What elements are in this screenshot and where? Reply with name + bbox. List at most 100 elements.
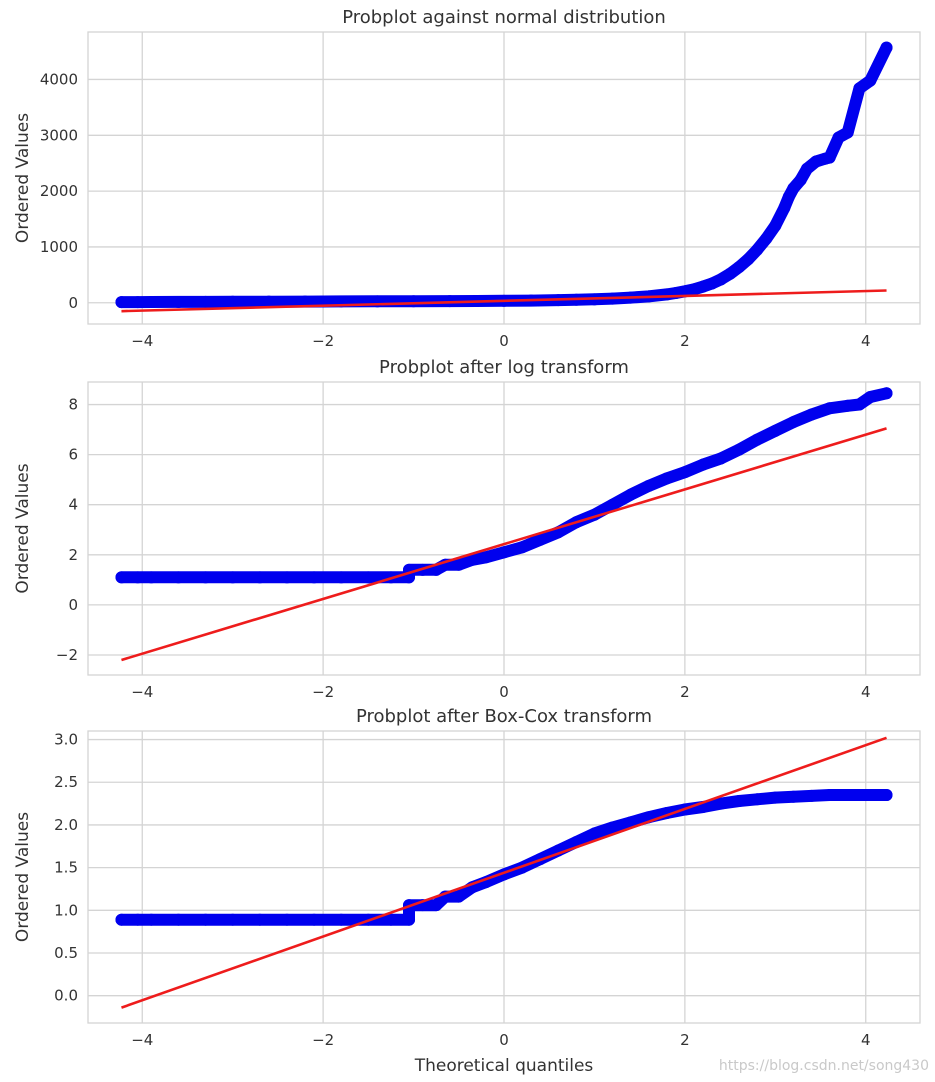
data-point (299, 295, 312, 308)
fit-line (121, 289, 887, 313)
data-point (678, 285, 691, 298)
data-point (115, 913, 128, 926)
y-tick-label: 1.0 (54, 901, 78, 919)
data-point (751, 793, 764, 806)
data-point (864, 391, 877, 404)
data-point (145, 913, 158, 926)
data-point (853, 398, 866, 411)
y-tick-label: 1000 (40, 238, 78, 256)
chart-title: Probplot against normal distribution (342, 7, 666, 28)
y-tick-label: 2.0 (54, 816, 78, 834)
data-point (131, 571, 144, 584)
y-axis-label: Ordered Values (13, 463, 33, 593)
data-point (384, 913, 397, 926)
data-layer (115, 736, 893, 1009)
data-point (516, 541, 529, 554)
data-point (280, 571, 293, 584)
data-point (226, 913, 239, 926)
watermark: https://blog.csdn.net/song430 (718, 1058, 929, 1074)
data-point (733, 443, 746, 456)
y-tick-label: 0.5 (54, 944, 78, 962)
plot-frame (87, 31, 921, 325)
x-tick-label: −2 (312, 1031, 334, 1049)
data-point (751, 433, 764, 446)
data-point (841, 399, 854, 412)
data-layer (115, 41, 893, 313)
data-point (588, 827, 601, 840)
data-point (769, 424, 782, 437)
y-tick-label: 1.5 (54, 859, 78, 877)
x-tick-label: 2 (680, 332, 690, 350)
chart-panel-2: −4 −2 0 2 4 −2 0 2 4 6 8 Probplot after log transfo… (13, 357, 921, 701)
data-point (864, 789, 877, 802)
data-point (606, 498, 619, 511)
data-point (308, 913, 321, 926)
fit-line (121, 736, 887, 1009)
chart-panel-1: −4 −2 0 2 4 0 1000 2000 3000 4000 Probplot against… (13, 7, 921, 350)
x-tick-label: 2 (680, 683, 690, 701)
data-point (115, 296, 128, 309)
data-point (787, 182, 800, 195)
data-point (498, 546, 510, 559)
data-point (479, 551, 492, 564)
x-axis-label: Theoretical quantiles (414, 1056, 594, 1076)
x-tick-label: 0 (499, 1031, 509, 1049)
data-point (253, 913, 266, 926)
x-tick-label: 4 (861, 332, 871, 350)
data-point (403, 913, 416, 926)
data-point (115, 571, 128, 584)
y-tick-label: 3000 (40, 126, 78, 144)
y-tick-label: 0 (68, 596, 78, 614)
data-point (452, 558, 465, 571)
data-point (466, 553, 479, 566)
x-tick-label: −2 (312, 683, 334, 701)
data-point (733, 261, 746, 274)
data-point (145, 296, 158, 309)
x-tick-label: 0 (499, 683, 509, 701)
data-point (853, 82, 866, 95)
data-point (880, 387, 893, 400)
data-point (335, 913, 348, 926)
data-point (430, 899, 443, 912)
data-point (131, 296, 144, 309)
data-point (335, 571, 348, 584)
data-point (172, 295, 185, 308)
data-point (199, 913, 212, 926)
y-tick-label: 3.0 (54, 731, 78, 749)
y-tick-label: 4 (68, 496, 78, 514)
x-tick-label: 4 (861, 683, 871, 701)
data-point (823, 402, 836, 415)
data-point (810, 155, 822, 168)
data-point (880, 41, 893, 54)
data-point (624, 488, 637, 501)
data-point (715, 452, 728, 465)
data-point (145, 571, 158, 584)
data-point (733, 795, 746, 808)
data-point (823, 151, 836, 164)
x-tick-label: −2 (312, 332, 334, 350)
plot-frame (87, 730, 921, 1024)
data-point (452, 890, 465, 903)
data-point (800, 162, 813, 175)
data-point (199, 295, 212, 308)
fit-line (121, 427, 887, 662)
data-point (841, 789, 854, 802)
data-point (280, 913, 293, 926)
data-point (880, 789, 893, 802)
data-point (226, 295, 239, 308)
data-point (642, 479, 655, 492)
data-point (715, 797, 728, 810)
x-tick-label: −4 (131, 683, 153, 701)
data-point (172, 913, 185, 926)
data-point (864, 74, 877, 87)
chart-title: Probplot after log transform (379, 357, 629, 378)
y-tick-label: 4000 (40, 70, 78, 88)
y-tick-label: 0 (68, 294, 78, 312)
data-point (787, 790, 800, 803)
chart-title: Probplot after Box-Cox transform (356, 706, 652, 727)
data-point (805, 408, 818, 421)
data-layer (115, 387, 893, 662)
data-point (841, 126, 854, 139)
data-point (696, 280, 709, 293)
